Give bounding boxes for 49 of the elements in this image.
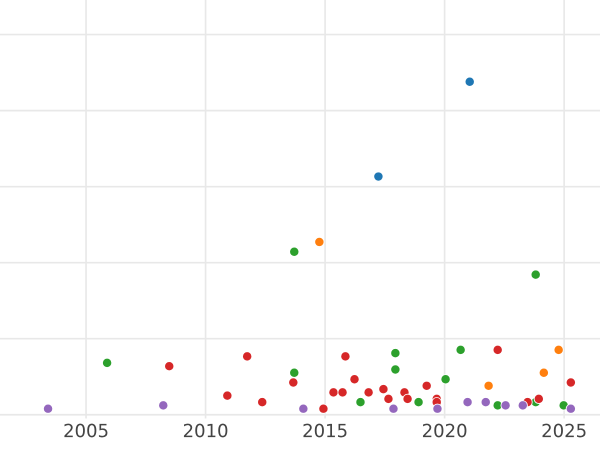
point — [500, 400, 511, 410]
point — [440, 374, 451, 384]
point — [340, 351, 350, 362]
point — [566, 377, 576, 388]
point — [298, 404, 308, 414]
point — [413, 397, 424, 408]
point — [158, 400, 168, 410]
point — [337, 387, 348, 398]
point — [422, 380, 432, 391]
point — [484, 380, 494, 391]
point — [355, 397, 366, 408]
point — [378, 384, 389, 394]
point — [530, 270, 541, 280]
point — [164, 361, 174, 372]
point — [328, 387, 339, 398]
point — [534, 394, 544, 404]
point — [464, 76, 475, 87]
point — [257, 397, 268, 408]
point — [492, 344, 503, 355]
point — [538, 368, 549, 378]
point — [242, 351, 252, 362]
x-tick-label: 2020 — [422, 424, 466, 438]
point — [456, 344, 466, 355]
point — [402, 394, 413, 404]
point — [388, 404, 399, 414]
x-tick-label: 2005 — [64, 424, 108, 438]
point — [349, 374, 360, 384]
point — [432, 404, 443, 414]
point — [288, 377, 298, 388]
point — [566, 404, 576, 414]
point — [462, 397, 473, 408]
point — [480, 397, 491, 408]
x-tick-label: 2025 — [542, 424, 586, 438]
x-tick-label: 2010 — [184, 424, 228, 438]
point — [42, 404, 54, 414]
point — [289, 246, 300, 257]
point — [390, 364, 400, 375]
point — [554, 344, 564, 355]
point — [373, 171, 384, 182]
point — [383, 394, 394, 404]
point — [222, 390, 232, 401]
point — [518, 400, 528, 410]
point — [364, 387, 374, 398]
point — [318, 404, 329, 414]
point — [314, 236, 324, 248]
point — [289, 368, 300, 378]
x-tick-label: 2015 — [303, 424, 346, 438]
point — [390, 348, 400, 358]
point — [102, 358, 112, 368]
